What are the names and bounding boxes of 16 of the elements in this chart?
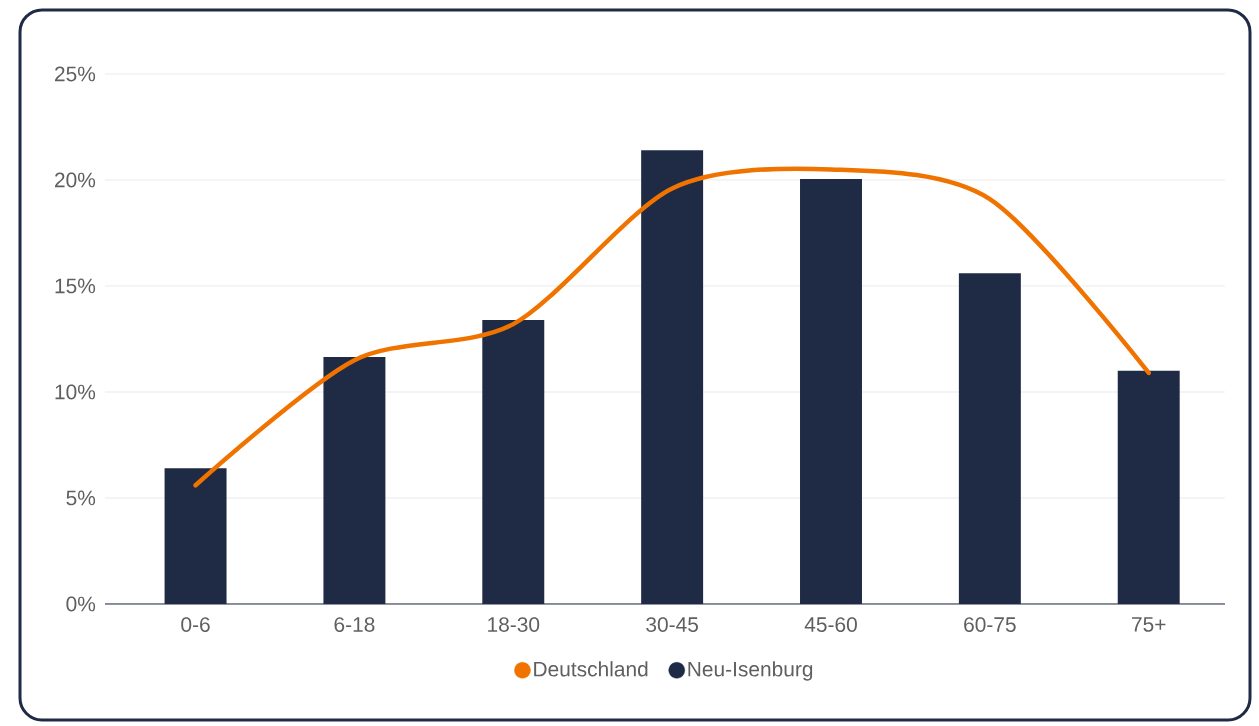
line-series [193,166,1151,488]
x-tick-label: 6-18 [334,617,375,632]
x-tick-label: 60-75 [964,617,1016,632]
y-tick-label: 0% [66,596,96,612]
x-tick-label: 30-45 [646,617,698,632]
x-tick-label: 75+ [1132,617,1166,632]
legend-label: Deutschland [534,661,648,677]
y-tick-label: 25% [55,66,96,82]
y-tick-label: 15% [55,278,96,294]
y-tick-label: 20% [55,172,96,188]
legend-label: Neu-Isenburg [688,661,813,681]
y-tick-label: 5% [66,490,96,506]
x-tick-label: 0-6 [181,617,210,632]
x-tick-label: 18-30 [488,617,540,632]
x-tick-label: 45-60 [804,617,857,632]
y-tick-label: 10% [55,384,96,400]
